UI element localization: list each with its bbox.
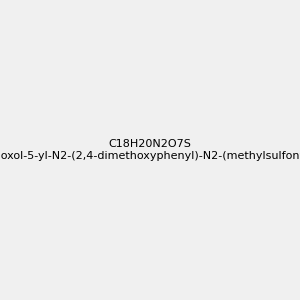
Text: C18H20N2O7S
N1-1,3-benzodioxol-5-yl-N2-(2,4-dimethoxyphenyl)-N2-(methylsulfonyl): C18H20N2O7S N1-1,3-benzodioxol-5-yl-N2-(… (0, 139, 300, 161)
